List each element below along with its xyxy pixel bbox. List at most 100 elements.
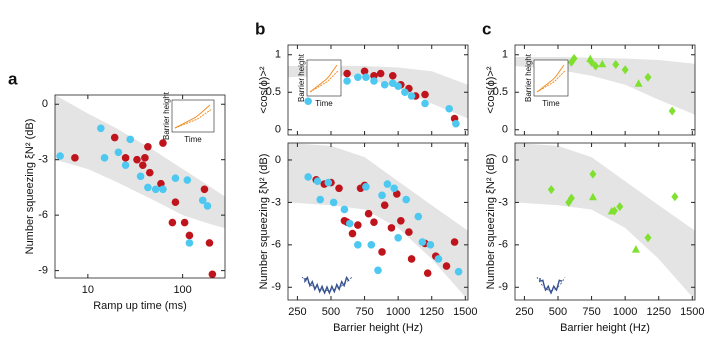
data-point bbox=[621, 65, 629, 75]
data-point bbox=[450, 238, 459, 246]
data-point bbox=[205, 239, 214, 247]
data-point bbox=[71, 154, 79, 162]
data-point bbox=[380, 80, 389, 89]
data-point bbox=[374, 266, 382, 275]
data-point bbox=[394, 233, 402, 242]
data-point bbox=[340, 205, 349, 214]
data-point bbox=[141, 154, 149, 162]
data-point bbox=[345, 219, 354, 228]
x-tick-label: 500 bbox=[549, 306, 567, 318]
y-axis-label: Number squeezing ξN² (dB) bbox=[258, 154, 270, 290]
data-point bbox=[335, 184, 343, 193]
plot-area bbox=[288, 143, 468, 300]
data-point bbox=[313, 177, 322, 185]
data-point bbox=[151, 185, 160, 194]
y-tick-label: -6 bbox=[498, 239, 508, 251]
theory-band bbox=[288, 143, 468, 300]
x-tick-label: 250 bbox=[515, 306, 533, 318]
x-tick-label: 100 bbox=[173, 284, 191, 296]
inset-x-label: Time bbox=[315, 99, 333, 108]
panel-label: b bbox=[255, 19, 265, 38]
theory-band bbox=[515, 57, 695, 115]
data-point bbox=[56, 152, 64, 160]
data-point bbox=[421, 90, 429, 99]
data-point bbox=[634, 79, 643, 87]
x-tick-label: 1250 bbox=[646, 306, 670, 318]
data-point bbox=[407, 255, 416, 263]
data-point bbox=[452, 119, 460, 128]
data-point bbox=[394, 82, 402, 91]
y-tick-label: -3 bbox=[498, 196, 508, 208]
y-tick-label: 1 bbox=[275, 49, 281, 61]
data-point bbox=[159, 139, 167, 147]
y-tick-label: 0 bbox=[42, 98, 48, 110]
x-axis-label: Barrier height (Hz) bbox=[560, 322, 650, 334]
data-point bbox=[360, 67, 369, 76]
data-point bbox=[370, 77, 378, 85]
data-point bbox=[387, 224, 396, 232]
data-point bbox=[185, 239, 194, 247]
data-point bbox=[378, 191, 386, 200]
data-point bbox=[364, 209, 373, 218]
inset-y-label: Barrier height bbox=[524, 53, 533, 102]
x-tick-label: 250 bbox=[288, 306, 306, 318]
inset-y-label: Barrier height bbox=[297, 53, 306, 102]
data-point bbox=[362, 73, 370, 82]
y-tick-label: -6 bbox=[38, 209, 48, 221]
data-point bbox=[343, 69, 351, 78]
y-tick-label: -3 bbox=[271, 196, 281, 208]
theory-band bbox=[288, 66, 468, 119]
data-point bbox=[180, 218, 189, 227]
inset-x-label: Time bbox=[184, 135, 202, 144]
y-tick-label: -6 bbox=[271, 239, 281, 251]
data-point bbox=[171, 198, 180, 207]
x-tick-label: 1500 bbox=[453, 306, 477, 318]
theory-band bbox=[515, 143, 695, 300]
trap-envelope bbox=[301, 276, 353, 291]
data-point bbox=[423, 269, 432, 277]
data-point bbox=[110, 133, 119, 142]
panel-label: c bbox=[482, 19, 491, 38]
data-point bbox=[121, 154, 130, 162]
data-point bbox=[348, 229, 357, 238]
axes-frame bbox=[514, 142, 696, 301]
data-point bbox=[114, 148, 123, 157]
data-point bbox=[598, 59, 607, 68]
data-point bbox=[367, 241, 376, 249]
data-point bbox=[588, 192, 597, 201]
x-tick-label: 1250 bbox=[419, 306, 443, 318]
panel-label: a bbox=[8, 69, 18, 88]
x-axis-label: Barrier height (Hz) bbox=[333, 322, 423, 334]
data-point bbox=[97, 124, 105, 133]
data-point bbox=[397, 216, 405, 225]
axes-frame bbox=[514, 44, 696, 136]
y-tick-label: 0 bbox=[502, 154, 508, 166]
y-tick-label: -9 bbox=[498, 281, 508, 293]
x-tick-label: 1000 bbox=[613, 306, 637, 318]
data-point bbox=[445, 104, 453, 113]
data-point bbox=[631, 245, 640, 253]
data-point bbox=[644, 233, 652, 243]
data-point bbox=[343, 77, 351, 85]
data-point bbox=[203, 202, 212, 210]
data-point bbox=[168, 218, 177, 227]
data-point bbox=[362, 183, 370, 191]
data-point bbox=[612, 60, 620, 69]
data-point bbox=[405, 228, 413, 236]
data-point bbox=[329, 198, 338, 207]
data-point bbox=[354, 241, 362, 249]
axes-frame bbox=[287, 44, 469, 136]
y-tick-label: 1 bbox=[502, 49, 508, 61]
data-point bbox=[183, 176, 192, 184]
axes-frame bbox=[287, 142, 469, 301]
y-axis-label: Number squeezing ξN² (dB) bbox=[24, 119, 36, 255]
plot-area bbox=[515, 143, 695, 300]
data-point bbox=[145, 168, 154, 177]
y-tick-label: 0.5 bbox=[493, 86, 508, 98]
y-tick-label: 0 bbox=[275, 124, 281, 136]
data-point bbox=[324, 178, 333, 187]
y-tick-label: 0.5 bbox=[266, 86, 281, 98]
x-tick-label: 10 bbox=[82, 284, 94, 296]
axes-frame bbox=[54, 94, 226, 279]
